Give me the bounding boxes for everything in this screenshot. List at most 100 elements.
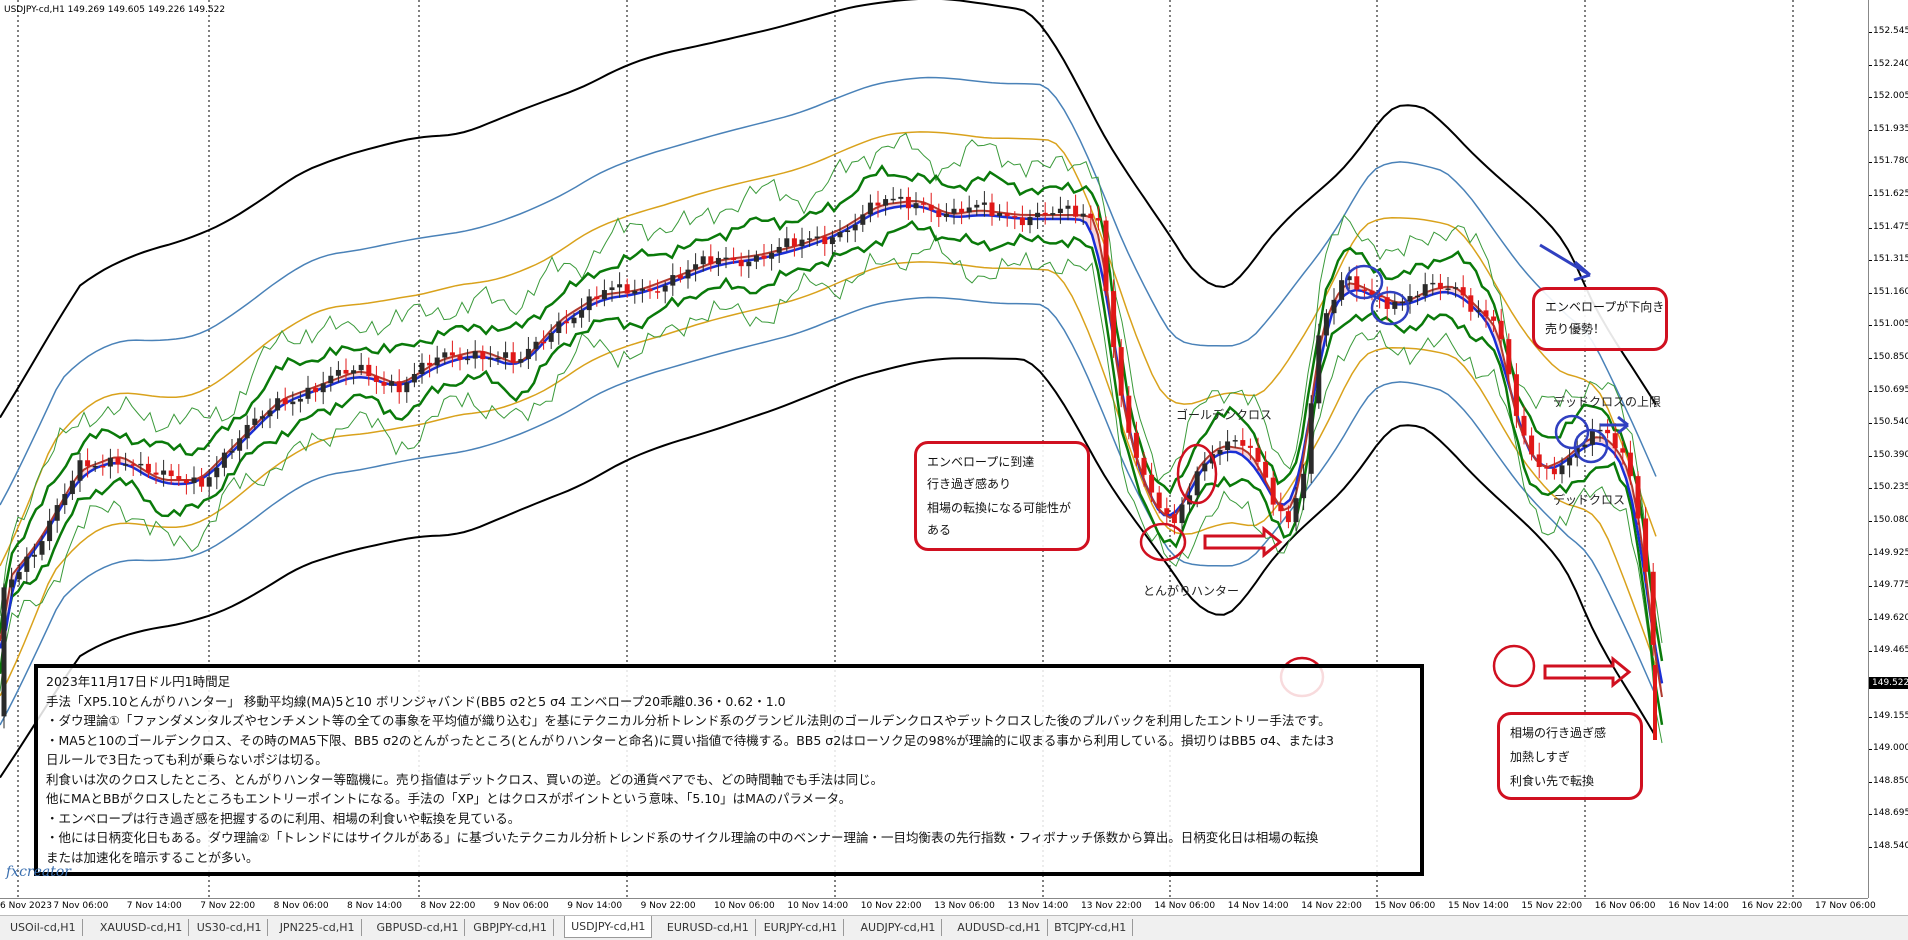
- candle-body: [594, 296, 600, 300]
- chart-tab[interactable]: GBPUSD-cd,H1: [371, 919, 466, 936]
- price-tick: [1869, 325, 1872, 327]
- candle-body: [1529, 435, 1535, 455]
- candle-body: [252, 418, 258, 425]
- candle-body: [85, 460, 91, 467]
- candle-body: [54, 505, 60, 521]
- chart-tab[interactable]: EURJPY-cd,H1: [758, 919, 845, 936]
- candle-body: [1263, 461, 1269, 478]
- ma-10-line: [0, 204, 1664, 684]
- price-tick: [1869, 814, 1872, 816]
- chart-tab[interactable]: USOil-cd,H1: [4, 919, 83, 936]
- price-label: 149.465: [1873, 645, 1908, 656]
- candle-body: [373, 375, 379, 382]
- strategy-note-line: 利食いは次のクロスしたところ、とんがりハンター等臨機に。売り指値はデットクロス、…: [46, 771, 884, 787]
- price-label: 151.475: [1873, 221, 1908, 232]
- price-label: 150.540: [1873, 417, 1908, 428]
- candle-body: [503, 352, 509, 358]
- candle-body: [875, 202, 881, 206]
- chart-tab[interactable]: BTCJPY-cd,H1: [1048, 919, 1134, 936]
- price-tick: [1869, 521, 1872, 522]
- candle-body: [1331, 299, 1337, 314]
- candle-body: [586, 296, 592, 311]
- candle-body: [214, 467, 220, 478]
- chart-tab[interactable]: AUDUSD-cd,H1: [951, 919, 1048, 936]
- strategy-note-line: 他にMAとBBがクロスしたところもエントリーポイントになる。手法の「XP」とはク…: [46, 791, 852, 806]
- candle-body: [107, 457, 113, 467]
- candle-body: [1019, 217, 1025, 226]
- price-tick: [1869, 488, 1872, 490]
- price-chart[interactable]: [0, 0, 1868, 898]
- candle-body: [556, 321, 562, 334]
- candle-body: [1582, 444, 1588, 447]
- candle-body: [1635, 476, 1641, 519]
- envelope-note-line-4: ある: [927, 523, 952, 537]
- candle-body: [275, 398, 281, 411]
- time-label: 13 Nov 14:00: [1007, 901, 1069, 911]
- envelope-note-line-1: エンベロープに到達: [927, 455, 1035, 469]
- candle-body: [981, 202, 987, 205]
- chart-tab[interactable]: XAUUSD-cd,H1: [94, 919, 190, 936]
- candle-body: [115, 457, 121, 465]
- price-label: 149.155: [1873, 710, 1908, 721]
- time-axis[interactable]: 6 Nov 2023 7 Nov 06:00 7 Nov 14:00 7 Nov 22…: [0, 898, 1876, 915]
- time-label: 8 Nov 14:00: [347, 901, 402, 911]
- candle-body: [1247, 445, 1253, 448]
- candle-body: [601, 290, 607, 300]
- candle-body: [1004, 213, 1010, 217]
- candle-body: [449, 352, 455, 356]
- candle-body: [191, 477, 197, 484]
- candle-body: [282, 398, 288, 405]
- envelope-mid-lower: [0, 296, 1657, 726]
- envelope-down-note: エンベロープが下向き 売り優勢！: [1532, 287, 1668, 351]
- candle-body: [480, 351, 486, 360]
- chart-header: USDJPY-cd,H1 149.269 149.605 149.226 149…: [4, 5, 226, 15]
- chart-tab[interactable]: US30-cd,H1: [191, 919, 269, 936]
- candle-body: [351, 370, 357, 374]
- candle-body: [1506, 339, 1512, 375]
- candle-body: [1430, 282, 1436, 285]
- highlight-circle: [1139, 522, 1187, 562]
- candle-body: [548, 333, 554, 342]
- price-label: 152.005: [1873, 91, 1908, 102]
- candle-body: [92, 465, 98, 468]
- time-label: 14 Nov 14:00: [1227, 901, 1289, 911]
- chart-tab[interactable]: USDJPY-cd,H1: [564, 916, 653, 938]
- chart-area[interactable]: USDJPY-cd,H1 149.269 149.605 149.226 149…: [0, 0, 1869, 898]
- candle-body: [1620, 448, 1626, 453]
- candle-body: [130, 464, 136, 466]
- price-tick: [1869, 781, 1872, 783]
- chart-tab[interactable]: GBPJPY-cd,H1: [467, 919, 554, 936]
- price-label: 152.545: [1873, 26, 1908, 36]
- price-label: 148.850: [1873, 775, 1908, 786]
- price-tick: [1869, 423, 1872, 425]
- candle-body: [1126, 395, 1132, 433]
- price-tick: [1869, 618, 1872, 620]
- price-label: 149.000: [1873, 743, 1908, 754]
- candle-body: [685, 269, 691, 279]
- candle-body: [563, 321, 569, 324]
- candle-body: [168, 470, 174, 477]
- candle-body: [1118, 347, 1124, 396]
- candle-body: [670, 275, 676, 286]
- candle-body: [1080, 213, 1086, 217]
- candle-body: [1171, 514, 1177, 524]
- candle-body: [1278, 504, 1284, 512]
- strategy-note-line: 手法「XP5.10とんがりハンター」 移動平均線(MA)5と10 ボリンジャバン…: [46, 693, 786, 709]
- candle-body: [221, 452, 227, 468]
- candle-body: [1498, 320, 1504, 340]
- chart-tab[interactable]: AUDJPY-cd,H1: [855, 919, 943, 936]
- strategy-note-line: または加速化を暗示することが多い。: [46, 849, 259, 865]
- candle-body: [1491, 316, 1497, 321]
- price-label: 148.695: [1873, 808, 1908, 819]
- price-axis[interactable]: 152.545 152.240 152.005 151.935 151.780 151.6…: [1869, 0, 1908, 898]
- candle-body: [1194, 471, 1200, 496]
- candle-body: [123, 464, 129, 466]
- time-label: 8 Nov 06:00: [273, 901, 329, 911]
- time-label: 6 Nov 2023: [0, 901, 52, 911]
- price-tick: [1869, 97, 1872, 99]
- price-tick: [1869, 358, 1872, 359]
- hunter-label: とんがりハンター: [1143, 584, 1240, 598]
- chart-tab[interactable]: EURUSD-cd,H1: [661, 919, 756, 936]
- chart-tab[interactable]: JPN225-cd,H1: [274, 919, 362, 936]
- candle-body: [465, 358, 471, 361]
